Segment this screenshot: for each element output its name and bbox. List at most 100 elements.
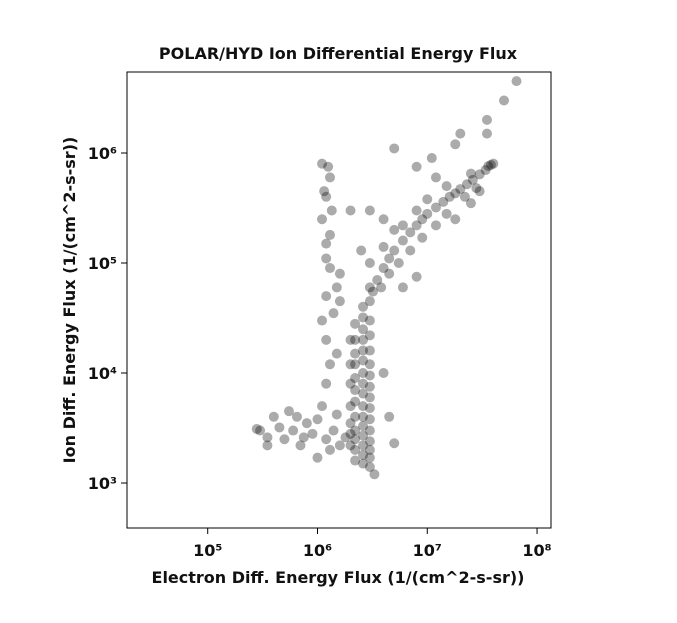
point — [364, 461, 375, 472]
point — [378, 263, 389, 274]
point — [358, 301, 369, 312]
y-tick-label: 10⁴ — [88, 364, 117, 383]
point — [441, 181, 452, 192]
point — [422, 208, 433, 219]
point — [384, 253, 395, 264]
point — [397, 220, 408, 231]
point — [345, 359, 356, 370]
point — [331, 409, 342, 420]
point — [364, 403, 375, 414]
point — [364, 452, 375, 463]
point — [450, 188, 461, 199]
point — [321, 238, 332, 249]
x-axis-label: Electron Diff. Energy Flux (1/(cm^2-s-sr… — [152, 568, 525, 587]
point — [364, 315, 375, 326]
point — [321, 334, 332, 345]
point — [474, 186, 485, 197]
point — [405, 227, 416, 238]
point — [364, 381, 375, 392]
point — [358, 324, 369, 335]
point — [312, 452, 323, 463]
point — [481, 128, 492, 139]
point — [471, 183, 482, 194]
point — [378, 368, 389, 379]
point — [255, 425, 266, 436]
point — [345, 205, 356, 216]
point — [279, 434, 290, 445]
point — [378, 241, 389, 252]
point — [350, 425, 361, 436]
point — [295, 440, 306, 451]
point — [324, 172, 335, 183]
point — [345, 440, 356, 451]
point — [251, 423, 262, 434]
point — [350, 359, 361, 370]
y-tick-label: 10³ — [88, 474, 117, 493]
point — [307, 428, 318, 439]
point — [411, 205, 422, 216]
point — [301, 418, 312, 429]
point — [317, 214, 328, 225]
point — [480, 165, 491, 176]
point — [364, 392, 375, 403]
point — [350, 444, 361, 455]
point — [328, 425, 339, 436]
point — [364, 345, 375, 356]
point — [483, 161, 494, 172]
point — [441, 208, 452, 219]
point — [389, 143, 400, 154]
point — [268, 411, 279, 422]
point — [364, 296, 375, 307]
x-tick-label: 10⁵ — [193, 541, 222, 560]
chart-title: POLAR/HYD Ion Differential Energy Flux — [159, 44, 518, 63]
point — [393, 258, 404, 269]
point — [317, 315, 328, 326]
point — [467, 174, 478, 185]
point — [323, 161, 334, 172]
point — [384, 268, 395, 279]
point — [334, 296, 345, 307]
point — [430, 202, 441, 213]
point — [350, 455, 361, 466]
point — [405, 245, 416, 256]
point — [350, 334, 361, 345]
point — [358, 420, 369, 431]
point — [376, 282, 387, 293]
point — [367, 286, 378, 297]
point — [317, 158, 328, 169]
point — [321, 378, 332, 389]
point — [350, 396, 361, 407]
point — [358, 334, 369, 345]
point — [321, 434, 332, 445]
point — [324, 263, 335, 274]
point — [350, 348, 361, 359]
point — [319, 186, 330, 197]
point — [369, 469, 380, 480]
point — [358, 440, 369, 451]
point — [358, 312, 369, 323]
point — [350, 373, 361, 384]
point — [450, 139, 461, 150]
y-tick-label: 10⁶ — [88, 144, 117, 163]
point — [364, 330, 375, 341]
point — [488, 158, 499, 169]
point — [345, 334, 356, 345]
point — [345, 378, 356, 389]
point — [358, 355, 369, 366]
point — [358, 378, 369, 389]
point — [364, 425, 375, 436]
point — [358, 458, 369, 469]
point — [358, 411, 369, 422]
point — [350, 434, 361, 445]
point — [358, 388, 369, 399]
point — [450, 214, 461, 225]
point — [358, 401, 369, 412]
point — [364, 414, 375, 425]
point — [324, 359, 335, 370]
point — [444, 191, 455, 202]
point — [345, 418, 356, 429]
x-tick-label: 10⁶ — [303, 541, 332, 560]
point — [334, 440, 345, 451]
point — [417, 232, 428, 243]
